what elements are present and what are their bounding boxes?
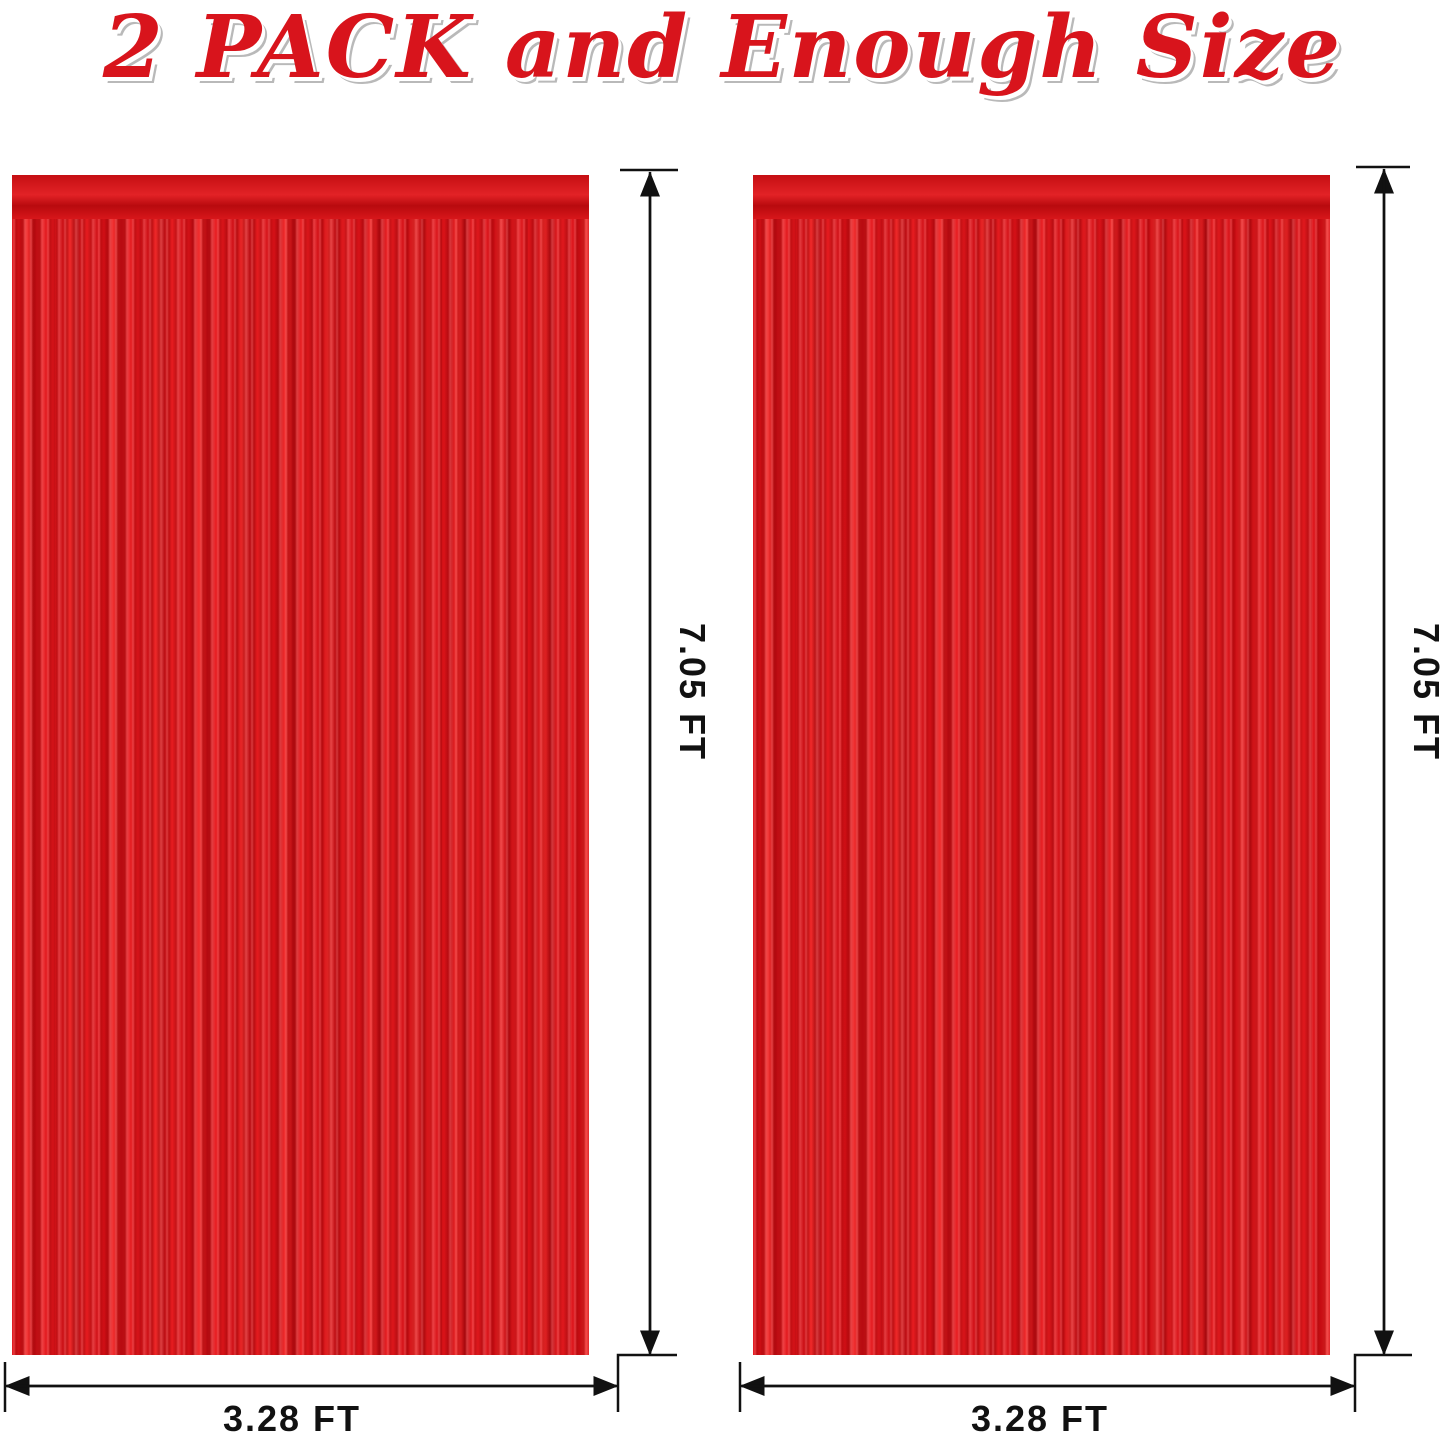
height-label-left: 7.05 FT (672, 623, 713, 762)
width-label-left: 3.28 FT (222, 1398, 362, 1439)
curtain-right (753, 175, 1330, 1355)
curtain-header-band (12, 175, 589, 219)
height-label-right: 7.05 FT (1406, 623, 1445, 762)
curtain-header-band (753, 175, 1330, 219)
corner-mark (616, 1353, 677, 1412)
width-label-right: 3.28 FT (970, 1398, 1110, 1439)
headline: 2 PACK and Enough Size (102, 0, 1343, 98)
curtain-left (12, 175, 589, 1355)
